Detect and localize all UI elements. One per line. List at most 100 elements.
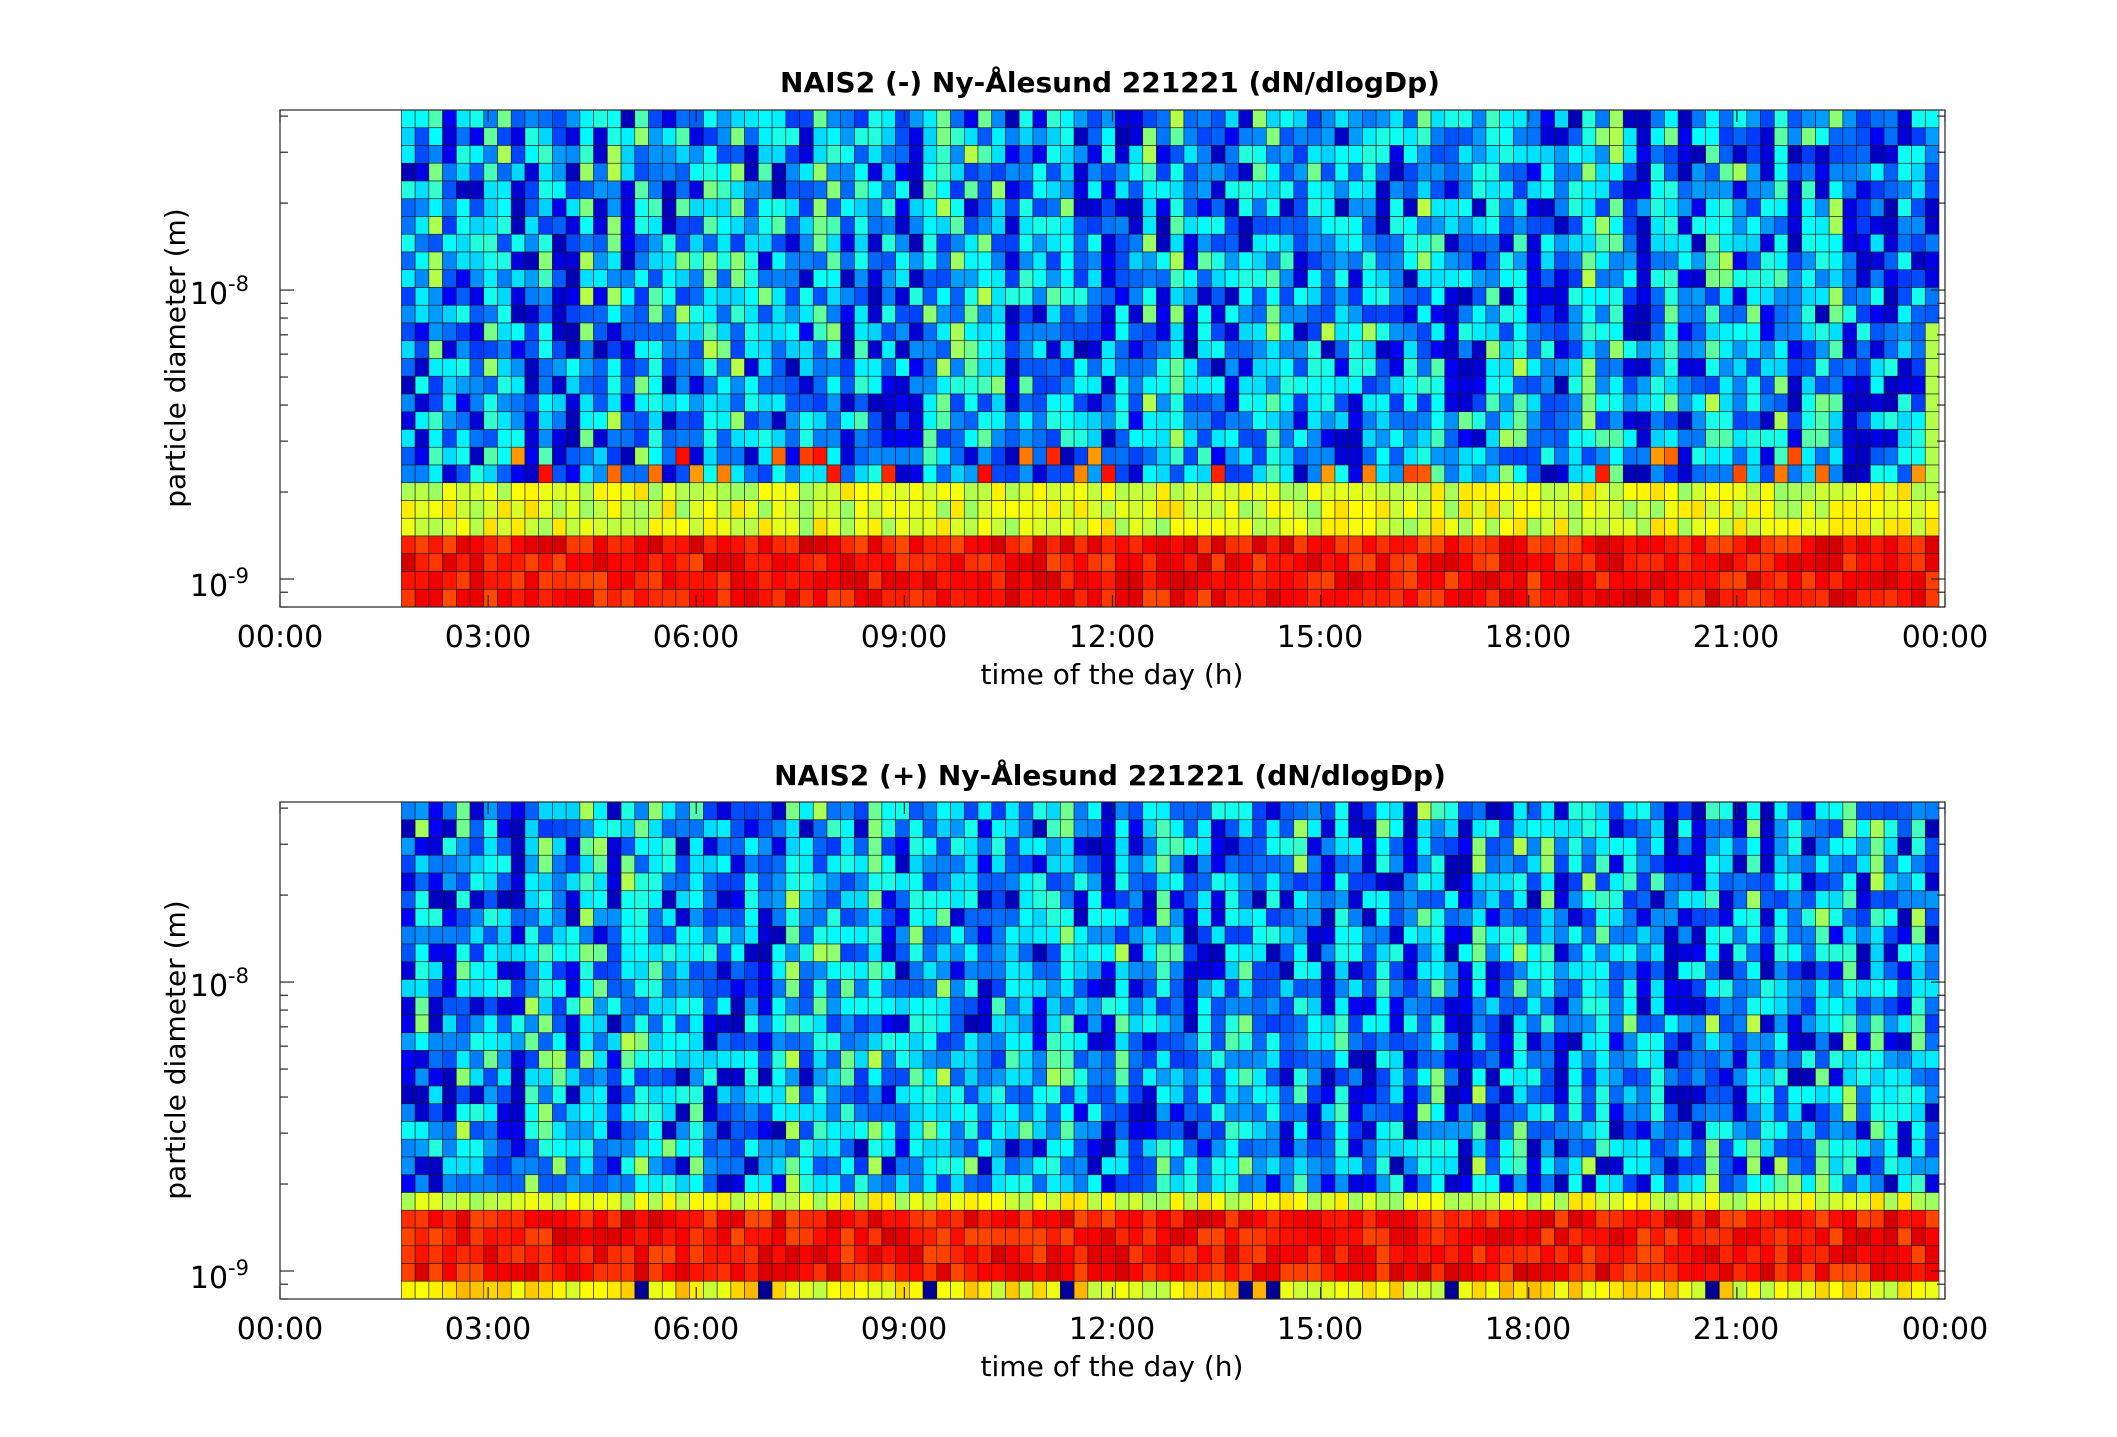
heatmap-cell (1046, 429, 1061, 448)
heatmap-cell (854, 109, 869, 129)
heatmap-cell (607, 943, 622, 963)
heatmap-cell (1114, 251, 1130, 271)
heatmap-cell (1252, 322, 1267, 342)
heatmap-cell (1471, 304, 1487, 324)
heatmap-cell (1005, 145, 1020, 164)
heatmap-cell (1911, 162, 1926, 182)
heatmap-cell (1842, 553, 1857, 572)
heatmap-cell (1664, 411, 1679, 430)
heatmap-cell (909, 943, 924, 963)
heatmap-cell (963, 1067, 979, 1087)
heatmap-cell (1128, 340, 1144, 359)
heatmap-cell (1540, 517, 1555, 537)
heatmap-cell (1705, 109, 1720, 129)
heatmap-cell (414, 358, 430, 377)
heatmap-cell (593, 908, 608, 927)
heatmap-cell (799, 535, 814, 555)
heatmap-cell (1595, 145, 1610, 164)
heatmap-cell (730, 464, 745, 484)
heatmap-cell (1705, 446, 1720, 466)
heatmap-cell (716, 322, 732, 342)
heatmap-cell (510, 198, 526, 217)
heatmap-cell (483, 198, 498, 217)
heatmap-cell (1156, 393, 1171, 413)
heatmap-cell (1142, 925, 1157, 945)
heatmap-cell (1293, 571, 1308, 590)
heatmap-cell (1087, 1103, 1102, 1122)
heatmap-cell (401, 1156, 416, 1176)
heatmap-cell (414, 500, 430, 519)
heatmap-cell (1732, 429, 1748, 448)
heatmap-cell (1197, 304, 1212, 324)
heatmap-cell (1430, 571, 1446, 590)
heatmap-cell (840, 588, 855, 608)
heatmap-cell (799, 553, 814, 572)
heatmap-cell (703, 500, 718, 519)
heatmap-cell (867, 1067, 883, 1087)
heatmap-cell (1114, 517, 1130, 537)
heatmap-cell (1252, 1263, 1267, 1282)
heatmap-cell (1197, 1263, 1212, 1282)
heatmap-cell (1114, 996, 1130, 1016)
heatmap-cell (1169, 340, 1185, 359)
heatmap-cell (1705, 180, 1720, 200)
heatmap-cell (826, 1085, 842, 1105)
heatmap-cell (593, 304, 608, 324)
heatmap-cell (593, 996, 608, 1016)
heatmap-cell (1609, 446, 1624, 466)
heatmap-cell (840, 145, 855, 164)
heatmap-cell (1183, 1209, 1198, 1229)
heatmap-cell (840, 837, 855, 856)
heatmap-cell (1787, 571, 1803, 590)
heatmap-cell (840, 269, 855, 288)
heatmap-cell (1677, 162, 1693, 182)
heatmap-cell (881, 429, 896, 448)
heatmap-cell (1815, 358, 1830, 377)
heatmap-cell (593, 1103, 608, 1122)
heatmap-cell (1307, 375, 1322, 395)
heatmap-cell (634, 1067, 649, 1087)
heatmap-cell (1485, 216, 1500, 235)
heatmap-cell (716, 446, 732, 466)
heatmap-cell (730, 1263, 745, 1282)
heatmap-cell (744, 517, 759, 537)
heatmap-cell (1870, 375, 1885, 395)
heatmap-cell (524, 872, 539, 892)
heatmap-cell (1636, 393, 1651, 413)
heatmap-cell (950, 1245, 965, 1264)
heatmap-cell (758, 162, 773, 182)
heatmap-cell (991, 322, 1006, 342)
heatmap-cell (456, 1121, 471, 1140)
heatmap-cell (1046, 819, 1061, 838)
heatmap-cell (922, 872, 938, 892)
heatmap-cell (1142, 340, 1157, 359)
heatmap-cell (1568, 198, 1583, 217)
heatmap-cell (648, 233, 663, 253)
heatmap-cell (895, 1121, 910, 1140)
heatmap-cell (1485, 517, 1500, 537)
heatmap-cell (1032, 1138, 1047, 1158)
heatmap-cell (1046, 269, 1061, 288)
heatmap-cell (1211, 109, 1226, 129)
heatmap-cell (1073, 890, 1089, 909)
heatmap-cell (950, 287, 965, 306)
heatmap-cell (1815, 251, 1830, 271)
heatmap-cell (991, 553, 1006, 572)
heatmap-cell (1513, 446, 1528, 466)
heatmap-cell (854, 1085, 869, 1105)
heatmap-cell (1719, 535, 1734, 555)
heatmap-cell (1114, 819, 1130, 838)
heatmap-cell (593, 1032, 608, 1051)
heatmap-cell (401, 145, 416, 164)
heatmap-cell (1224, 180, 1240, 200)
heatmap-cell (963, 872, 979, 892)
heatmap-cell (1801, 304, 1816, 324)
heatmap-cell (1677, 517, 1693, 537)
heatmap-cell (854, 1156, 869, 1176)
heatmap-cell (1320, 375, 1336, 395)
heatmap-cell (1911, 216, 1926, 235)
heatmap-cell (840, 162, 855, 182)
heatmap-cell (1224, 145, 1240, 164)
heatmap-cell (1087, 1085, 1102, 1105)
heatmap-cell (1114, 393, 1130, 413)
